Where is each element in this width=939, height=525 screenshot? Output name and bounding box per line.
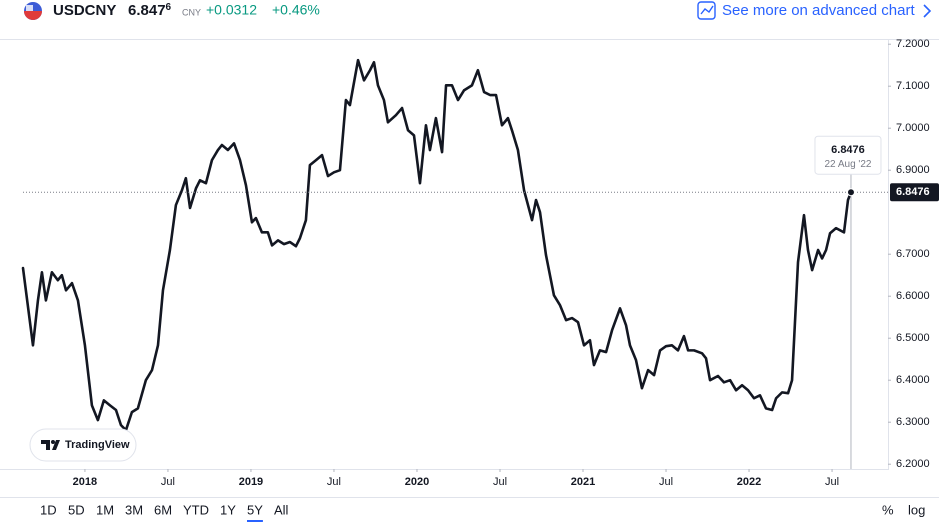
watermark-text: TradingView xyxy=(65,439,130,451)
change-percent: +0.46% xyxy=(272,2,320,18)
x-tick-label: Jul xyxy=(161,476,175,488)
y-tick-label: 7.2000 xyxy=(896,38,930,50)
tooltip-box xyxy=(814,135,882,175)
link-icon[interactable] xyxy=(697,1,716,20)
range-button[interactable]: All xyxy=(274,502,289,517)
x-tick-label: 2022 xyxy=(737,476,761,488)
last-value-label: 6.8476 xyxy=(896,186,930,198)
y-tick-label: 6.2000 xyxy=(896,458,930,470)
last-point xyxy=(846,188,855,197)
watermark-box xyxy=(29,428,137,462)
x-tick-label: 2018 xyxy=(73,476,97,488)
x-tick-label: Jul xyxy=(493,476,507,488)
range-button[interactable]: 1D xyxy=(40,502,57,517)
y-tick-label: 6.6000 xyxy=(896,290,930,302)
range-button[interactable]: 5D xyxy=(68,502,85,517)
link-text[interactable]: See more on advanced chart xyxy=(722,2,915,19)
advanced-chart-link[interactable]: See more on advanced chart xyxy=(697,1,932,20)
watermark-logo-dot xyxy=(51,440,55,444)
tooltip-date: 22 Aug '22 xyxy=(824,159,871,170)
toolbar: 1D 5D 1M 3M 6M YTD 1Y 5Y All% log xyxy=(40,502,925,522)
price-line xyxy=(21,58,853,432)
y-tick-label: 7.1000 xyxy=(896,80,930,92)
currency: CNY xyxy=(182,7,201,17)
change: +0.0312 xyxy=(206,2,257,18)
range-button[interactable]: 5Y xyxy=(247,502,263,517)
y-tick-label: 7.0000 xyxy=(896,122,930,134)
y-tick-label: 6.4000 xyxy=(896,374,930,386)
watermark: TradingView xyxy=(29,428,137,462)
x-tick-label: Jul xyxy=(659,476,673,488)
range-button[interactable]: YTD xyxy=(183,502,209,517)
range-button[interactable]: 1Y xyxy=(220,502,236,517)
scale-button[interactable]: log xyxy=(908,502,925,517)
link-icon-line xyxy=(700,5,714,15)
range-button[interactable]: 3M xyxy=(125,502,143,517)
price-pip: 6 xyxy=(166,2,172,13)
x-tick-label: Jul xyxy=(327,476,341,488)
range-button[interactable]: 1M xyxy=(96,502,114,517)
price: 6.8476 xyxy=(128,2,172,19)
flag-icon-part xyxy=(24,11,42,20)
chevron xyxy=(923,4,932,18)
x-tick-label: 2020 xyxy=(405,476,429,488)
header: USDCNY 6.8476 CNY +0.0312 +0.46% See mor… xyxy=(24,1,932,20)
last-value-box xyxy=(890,183,939,202)
plot: 7.2000 7.1000 7.0000 6.9000 6.7000 6.6000 6.50… xyxy=(21,38,939,488)
tooltip-value: 6.8476 xyxy=(831,144,865,156)
y-tick-label: 6.5000 xyxy=(896,332,930,344)
range-button[interactable]: 6M xyxy=(154,502,172,517)
y-tick-label: 6.9000 xyxy=(896,164,930,176)
scale-button[interactable]: % xyxy=(882,502,894,517)
price-main: 6.847 xyxy=(128,2,166,19)
symbol: USDCNY xyxy=(53,2,116,19)
x-tick-label: Jul xyxy=(825,476,839,488)
flag-icon-part xyxy=(26,5,33,11)
watermark-logo xyxy=(41,440,60,450)
y-tick-label: 6.3000 xyxy=(896,416,930,428)
y-tick-label: 6.7000 xyxy=(896,248,930,260)
x-tick-label: 2019 xyxy=(239,476,263,488)
x-tick-label: 2021 xyxy=(571,476,595,488)
